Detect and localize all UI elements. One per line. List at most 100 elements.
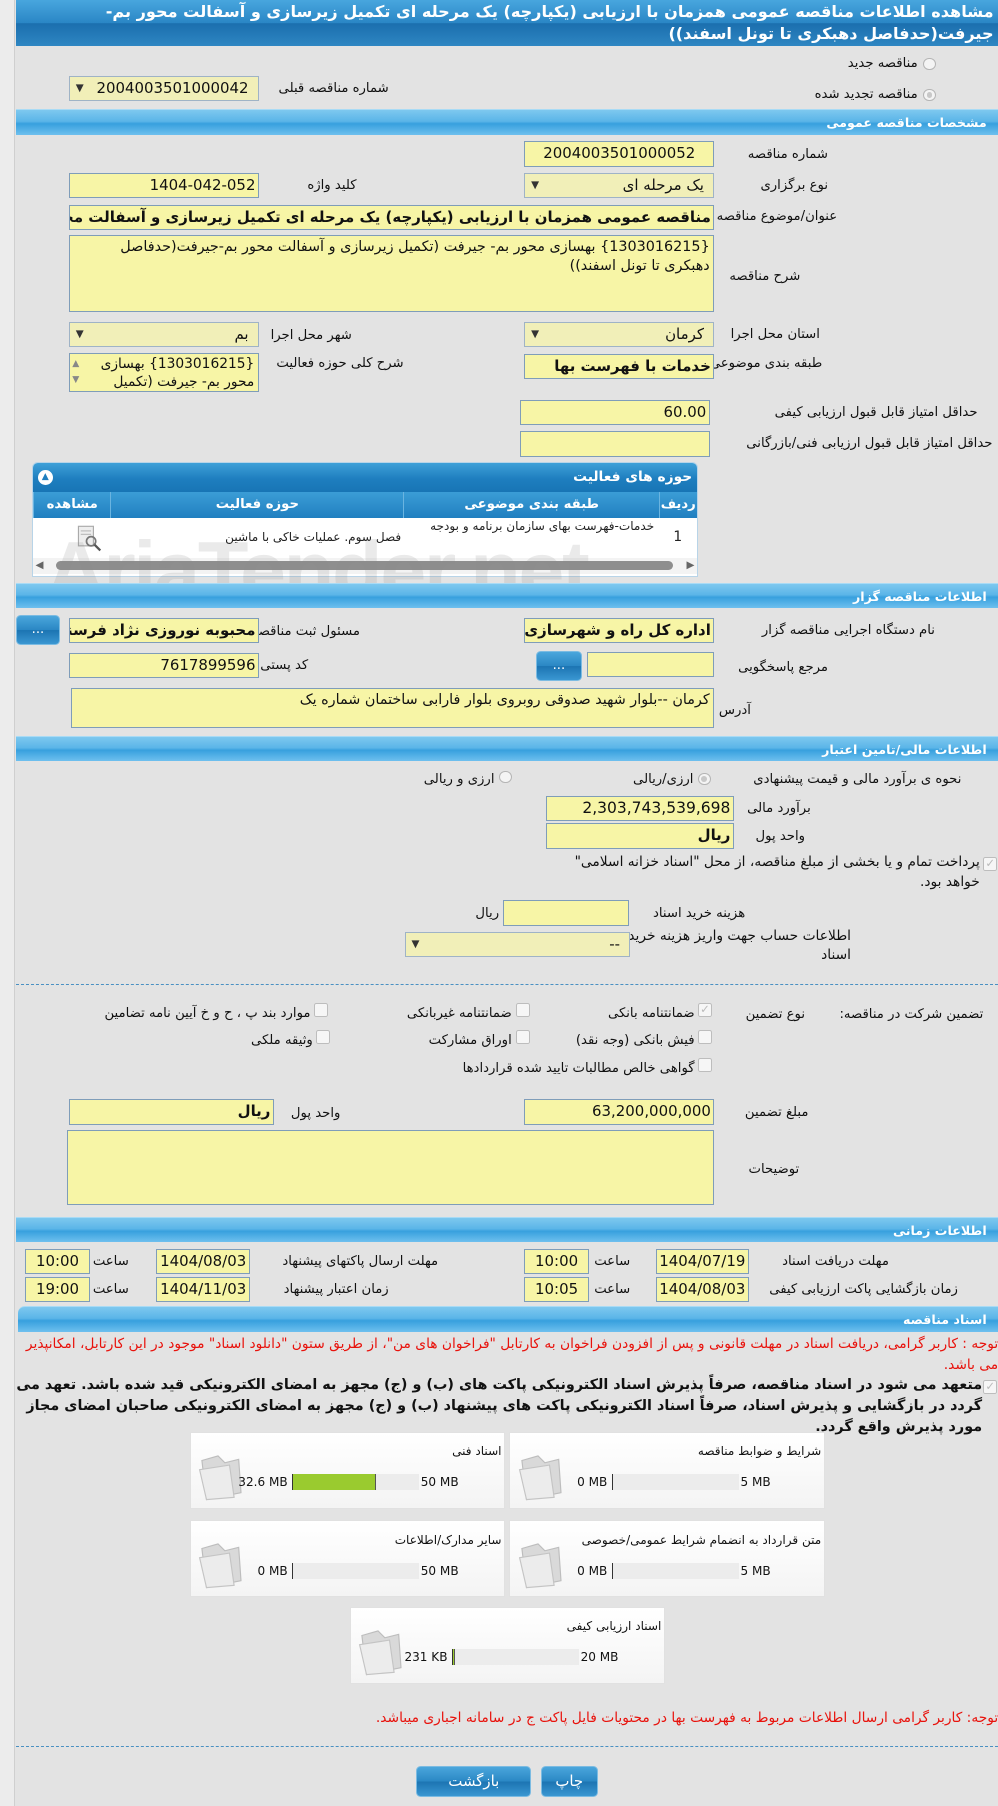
file-card[interactable]: شرایط و ضوابط مناقصه 0 MB 5 MB: [509, 1431, 825, 1509]
time-label: ساعت: [594, 1254, 631, 1270]
section-general: مشخصات مناقصه عمومی: [16, 109, 998, 135]
description-label: شرح مناقصه: [729, 268, 801, 284]
description-textarea[interactable]: {1303016215} بهسازی محور بم- جیرفت (تکمی…: [69, 234, 715, 312]
tender-number-field[interactable]: 2004003501000052: [524, 141, 715, 167]
category-field[interactable]: خدمات با فهرست بها: [524, 354, 715, 380]
cell-field: فصل سوم. عملیات خاکی با ماشین: [225, 530, 402, 545]
reference-browse-button[interactable]: ...: [535, 650, 582, 681]
submit-deadline-date[interactable]: 1404/08/03: [156, 1248, 250, 1275]
doc-cost-field[interactable]: [502, 900, 630, 926]
number-label: شماره مناقصه: [747, 146, 828, 162]
section-documents: اسناد مناقصه: [18, 1306, 998, 1332]
radio-rial[interactable]: [698, 772, 711, 786]
chevron-down-icon: ▼: [531, 178, 540, 191]
folder-icon: [515, 1449, 566, 1502]
min-technical-field[interactable]: [519, 431, 710, 457]
radio-renewed-tender[interactable]: [923, 88, 937, 102]
checkbox-property-collateral[interactable]: [316, 1030, 331, 1045]
file-size: 231 KB: [404, 1650, 448, 1665]
file-title: شرایط و ضوابط مناقصه: [697, 1444, 822, 1459]
grid-horizontal-scrollbar[interactable]: ◀ ▶: [33, 557, 697, 574]
print-button[interactable]: چاپ: [540, 1766, 598, 1798]
doc-cost-unit: ریال: [475, 905, 500, 921]
textarea-scrollbar[interactable]: ▲ ▼: [72, 358, 80, 386]
account-select[interactable]: ▼ --: [404, 931, 631, 957]
guarantee-amount-field[interactable]: 63,200,000,000: [524, 1099, 715, 1125]
col-category: طبقه بندی موضوعی: [403, 492, 659, 519]
validity-date[interactable]: 1404/11/03: [156, 1276, 250, 1302]
commitment-checkbox[interactable]: ✓: [983, 1380, 998, 1394]
estimate-field[interactable]: 2,303,743,539,698: [546, 795, 734, 822]
col-row: ردیف: [658, 492, 697, 519]
receivables-certificate-label: گواهی خالص مطالبات تایید شده قراردادها: [462, 1060, 695, 1076]
submit-deadline-time[interactable]: 10:00: [25, 1248, 90, 1275]
guarantee-currency-field[interactable]: ریال: [69, 1099, 274, 1125]
collapse-icon[interactable]: ▲: [37, 470, 53, 486]
registrar-field[interactable]: محبوبه نوروزی نژاد فرسنگی: [69, 617, 259, 643]
file-card[interactable]: اسناد ارزیابی کیفی 231 KB 20 MB: [349, 1606, 665, 1684]
cell-row: 1: [673, 529, 683, 546]
doc-deadline-date[interactable]: 1404/07/19: [655, 1248, 749, 1275]
file-title: سایر مدارک/اطلاعات: [394, 1532, 502, 1547]
province-label: استان محل اجرا: [730, 327, 820, 343]
checkbox-participation-bonds[interactable]: [516, 1030, 531, 1045]
checkbox-nonbank-guarantee[interactable]: [516, 1002, 531, 1017]
previous-number-value: 2004003501000042: [96, 78, 249, 97]
activity-desc-value: {1303016215} بهسازی محور بم- جیرفت (تکمی…: [100, 356, 255, 390]
validity-time[interactable]: 19:00: [25, 1276, 90, 1302]
opening-date[interactable]: 1404/08/03: [655, 1276, 749, 1302]
opening-time[interactable]: 10:05: [524, 1276, 589, 1302]
cell-category: خدمات-فهرست بهای سازمان برنامه و بودجه: [430, 519, 655, 534]
back-button[interactable]: بازگشت: [416, 1766, 532, 1798]
activity-grid: حوزه های فعالیت ▲ ردیف طبقه بندی موضوعی …: [32, 462, 698, 577]
chevron-down-icon: ▼: [411, 937, 420, 950]
treasury-checkbox[interactable]: ✓: [983, 856, 998, 871]
time-label: ساعت: [92, 1281, 129, 1297]
currency-field[interactable]: ریال: [546, 823, 734, 849]
opening-label: زمان بازگشایی پاکت ارزیابی کیفی: [769, 1281, 958, 1297]
address-textarea[interactable]: کرمان --بلوار شهید صدوقی روبروی بلوار فا…: [71, 687, 715, 728]
registrar-browse-button[interactable]: ...: [16, 615, 60, 646]
checkbox-bank-guarantee[interactable]: ✓: [698, 1002, 712, 1017]
doc-deadline-time[interactable]: 10:00: [524, 1248, 589, 1275]
reference-field[interactable]: [586, 652, 715, 678]
account-label: اطلاعات حساب جهت واریز هزینه خرید اسناد: [628, 927, 851, 964]
postal-field[interactable]: 7617899596: [69, 653, 259, 679]
account-value: --: [609, 934, 620, 953]
previous-number-label: شماره مناقصه قبلی: [278, 81, 389, 97]
holding-type-select[interactable]: ▼ یک مرحله ای: [524, 172, 715, 198]
file-title: اسناد فنی: [452, 1444, 502, 1459]
checkbox-bank-receipt[interactable]: [698, 1030, 712, 1045]
scroll-right-icon[interactable]: ▶: [686, 558, 695, 571]
previous-number-select[interactable]: ▼ 2004003501000042: [69, 75, 259, 102]
activity-desc-textarea[interactable]: {1303016215} بهسازی محور بم- جیرفت (تکمی…: [69, 353, 259, 393]
radio-currency-and-rial[interactable]: [499, 770, 512, 784]
file-card[interactable]: اسناد فنی 32.6 MB 50 MB: [189, 1431, 505, 1509]
validity-label: زمان اعتبار پیشنهاد: [283, 1281, 389, 1297]
min-quality-field[interactable]: 60.00: [519, 400, 710, 426]
radio-new-tender[interactable]: [923, 57, 937, 71]
scrollbar-thumb[interactable]: [56, 561, 673, 571]
keyword-field[interactable]: 1404-042-052: [69, 172, 259, 198]
city-select[interactable]: ▼ بم: [69, 322, 259, 348]
notes-label: توضیحات: [748, 1162, 800, 1178]
checkbox-receivables-certificate[interactable]: [698, 1058, 712, 1072]
view-magnifier-icon[interactable]: [75, 524, 103, 552]
method-label: نحوه ی برآورد مالی و قیمت پیشنهادی: [753, 772, 962, 788]
org-field[interactable]: اداره کل راه و شهرسازی اس: [524, 617, 715, 643]
commitment-text: متعهد می شود در اسناد مناقصه، صرفاً پذیر…: [16, 1377, 983, 1435]
file-title: متن قرارداد به انضمام شرایط عمومی/خصوصی: [581, 1532, 822, 1547]
scroll-left-icon[interactable]: ◀: [35, 558, 44, 571]
notes-textarea[interactable]: [66, 1130, 715, 1206]
checkbox-regulation-items[interactable]: [313, 1002, 328, 1017]
province-select[interactable]: ▼ کرمان: [524, 322, 715, 348]
section-organizer: اطلاعات مناقصه گزار: [16, 583, 998, 609]
file-card[interactable]: متن قرارداد به انضمام شرایط عمومی/خصوصی 0…: [509, 1520, 825, 1598]
subject-field[interactable]: مناقصه عمومی همزمان با ارزیابی (یکپارچه)…: [69, 204, 715, 230]
file-card[interactable]: سایر مدارک/اطلاعات 0 MB 50 MB: [189, 1520, 505, 1598]
documents-notice: توجه : کاربر گرامی، دریافت اسناد در مهلت…: [25, 1336, 998, 1373]
file-size: 32.6 MB: [238, 1475, 288, 1490]
currency-label: واحد پول: [755, 828, 805, 844]
holding-type-label: نوع برگزاری: [760, 177, 828, 193]
file-size: 0 MB: [577, 1563, 608, 1578]
